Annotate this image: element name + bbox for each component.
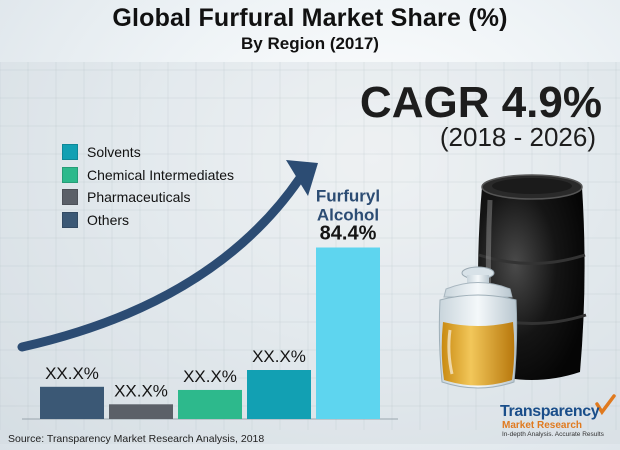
bar-1: [40, 386, 104, 419]
cagr-period: (2018 - 2026): [439, 122, 596, 152]
bar-label-1: XX.X%: [45, 364, 99, 383]
bar-3: [178, 389, 242, 419]
growth-arrow-head: [286, 160, 318, 196]
legend-item-pharmaceuticals: Pharmaceuticals: [62, 186, 234, 209]
chart-title: Global Furfural Market Share (%): [112, 4, 508, 32]
growth-arrow: [17, 173, 305, 352]
legend-item-chemical-intermediates: Chemical Intermediates: [62, 164, 234, 187]
legend-label-pharmaceuticals: Pharmaceuticals: [87, 189, 191, 206]
legend-label-chemical-intermediates: Chemical Intermediates: [87, 166, 235, 183]
bar-5: [316, 247, 380, 419]
legend-swatch-pharmaceuticals: [62, 189, 78, 206]
logo-tagline: In-depth Analysis. Accurate Results: [502, 431, 604, 438]
bar-4: [247, 370, 311, 419]
logo-check-icon: [595, 394, 616, 416]
bar-label-5-line-3: 84.4%: [320, 223, 377, 245]
legend-item-solvents: Solvents: [62, 141, 234, 164]
legend-swatch-chemical-intermediates: [62, 166, 78, 183]
bar-label-4: XX.X%: [252, 347, 306, 366]
legend-swatch-solvents: [62, 144, 78, 161]
bar-label-3: XX.X%: [183, 367, 237, 386]
bar-label-5-line-2: Alcohol: [317, 206, 379, 225]
legend-swatch-others: [62, 211, 78, 228]
legend-item-others: Others: [62, 209, 234, 232]
legend-label-solvents: Solvents: [87, 144, 141, 161]
cagr-label: CAGR 4.9%: [359, 78, 602, 127]
logo-main-text: Transparency: [500, 403, 600, 420]
source-note: Source: Transparency Market Research Ana…: [8, 433, 265, 445]
chart-subtitle: By Region (2017): [241, 34, 379, 53]
logo-sub-text: Market Research: [502, 420, 583, 431]
bar-2: [109, 404, 173, 419]
bar-label-5-line-1: Furfuryl: [316, 187, 380, 206]
legend: Solvents Chemical Intermediates Pharmace…: [62, 141, 234, 231]
legend-label-others: Others: [87, 211, 130, 228]
bar-label-2: XX.X%: [114, 381, 168, 400]
glass-jar-image: [438, 266, 518, 389]
company-logo: Transparency Market Research In-depth An…: [500, 404, 618, 439]
